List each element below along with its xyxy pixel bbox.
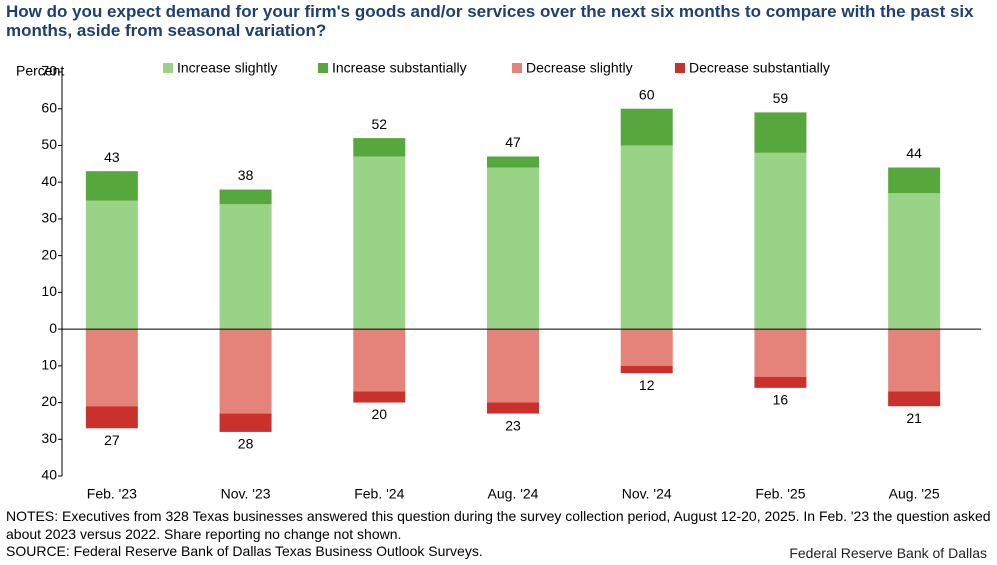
bar-segment	[888, 193, 941, 330]
legend-swatch	[675, 63, 685, 73]
bar-segment	[85, 406, 138, 429]
x-tick-label: Aug. '24	[488, 486, 539, 502]
y-tick-label: 40	[41, 467, 57, 483]
x-tick-label: Feb. '23	[87, 486, 137, 502]
total-label: 44	[906, 145, 922, 161]
bar-segment	[353, 138, 406, 157]
total-label: 52	[371, 116, 387, 132]
x-tick-label: Feb. '25	[755, 486, 805, 502]
bar-segment	[353, 329, 406, 392]
bar-segment	[219, 189, 272, 205]
y-tick-label: 0	[49, 320, 57, 336]
bar-segment	[219, 329, 272, 414]
chart-title: How do you expect demand for your firm's…	[6, 2, 974, 40]
total-label: 47	[505, 134, 521, 150]
bar-segment	[353, 391, 406, 403]
bar-segment	[85, 171, 138, 201]
legend-label: Decrease slightly	[526, 60, 633, 76]
bar-segment	[487, 156, 539, 168]
legend-swatch	[163, 63, 173, 73]
y-tick-label: 30	[41, 430, 57, 446]
bar-segment	[487, 329, 539, 403]
total-label: 43	[104, 149, 120, 165]
bar-segment	[487, 167, 539, 330]
bar-segment	[487, 402, 539, 414]
y-tick-label: 60	[41, 99, 57, 115]
y-tick-label: 10	[41, 283, 57, 299]
y-tick-label: 30	[41, 210, 57, 226]
legend-label: Decrease substantially	[689, 60, 830, 76]
legend-label: Increase substantially	[332, 60, 467, 76]
bar-segment	[620, 329, 673, 366]
bar-segment	[219, 413, 272, 432]
total-label: 27	[104, 432, 120, 448]
x-tick-label: Aug. '25	[889, 486, 940, 502]
bar-segment	[888, 391, 941, 407]
x-tick-label: Feb. '24	[354, 486, 404, 502]
y-tick-label: 50	[41, 136, 57, 152]
bar-segment	[888, 329, 941, 392]
y-tick-label: 40	[41, 173, 57, 189]
total-label: 21	[906, 410, 922, 426]
bar-segment	[620, 145, 673, 330]
total-label: 28	[238, 436, 254, 452]
source: SOURCE: Federal Reserve Bank of Dallas T…	[6, 543, 483, 559]
bar-segment	[85, 329, 138, 407]
bar-segment	[754, 329, 807, 377]
y-tick-label: 10	[41, 357, 57, 373]
total-label: 60	[639, 86, 655, 102]
bar-segment	[754, 112, 807, 153]
x-tick-label: Nov. '23	[221, 486, 271, 502]
bar-segment	[353, 156, 406, 330]
x-tick-label: Nov. '24	[622, 486, 672, 502]
total-label: 38	[238, 167, 254, 183]
y-tick-label: 70	[41, 63, 57, 79]
total-label: 23	[505, 417, 521, 433]
bar-segment	[620, 365, 673, 374]
total-label: 59	[773, 90, 789, 106]
bar-segment	[620, 108, 673, 146]
y-tick-label: 20	[41, 246, 57, 262]
bar-segment	[754, 376, 807, 388]
total-label: 16	[773, 392, 789, 408]
legend-swatch	[318, 63, 328, 73]
bar-segment	[219, 204, 272, 330]
total-label: 12	[639, 377, 655, 393]
bar-segment	[85, 200, 138, 330]
bar-segment	[754, 152, 807, 330]
y-axis-label: Percent	[16, 63, 64, 79]
legend-swatch	[512, 63, 522, 73]
notes: NOTES: Executives from 328 Texas busines…	[6, 508, 991, 542]
y-tick-label: 20	[41, 393, 57, 409]
legend-label: Increase slightly	[177, 60, 277, 76]
bar-segment	[888, 167, 941, 194]
credit: Federal Reserve Bank of Dallas	[789, 545, 987, 561]
total-label: 20	[371, 406, 387, 422]
